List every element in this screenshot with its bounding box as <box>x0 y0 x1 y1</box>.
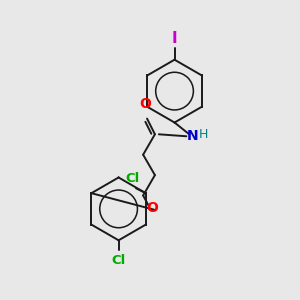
Text: O: O <box>139 97 151 111</box>
Text: Cl: Cl <box>112 254 126 267</box>
Text: I: I <box>172 31 177 46</box>
Text: O: O <box>146 201 158 215</box>
Text: Cl: Cl <box>125 172 139 185</box>
Text: H: H <box>198 128 208 141</box>
Text: N: N <box>186 129 198 143</box>
